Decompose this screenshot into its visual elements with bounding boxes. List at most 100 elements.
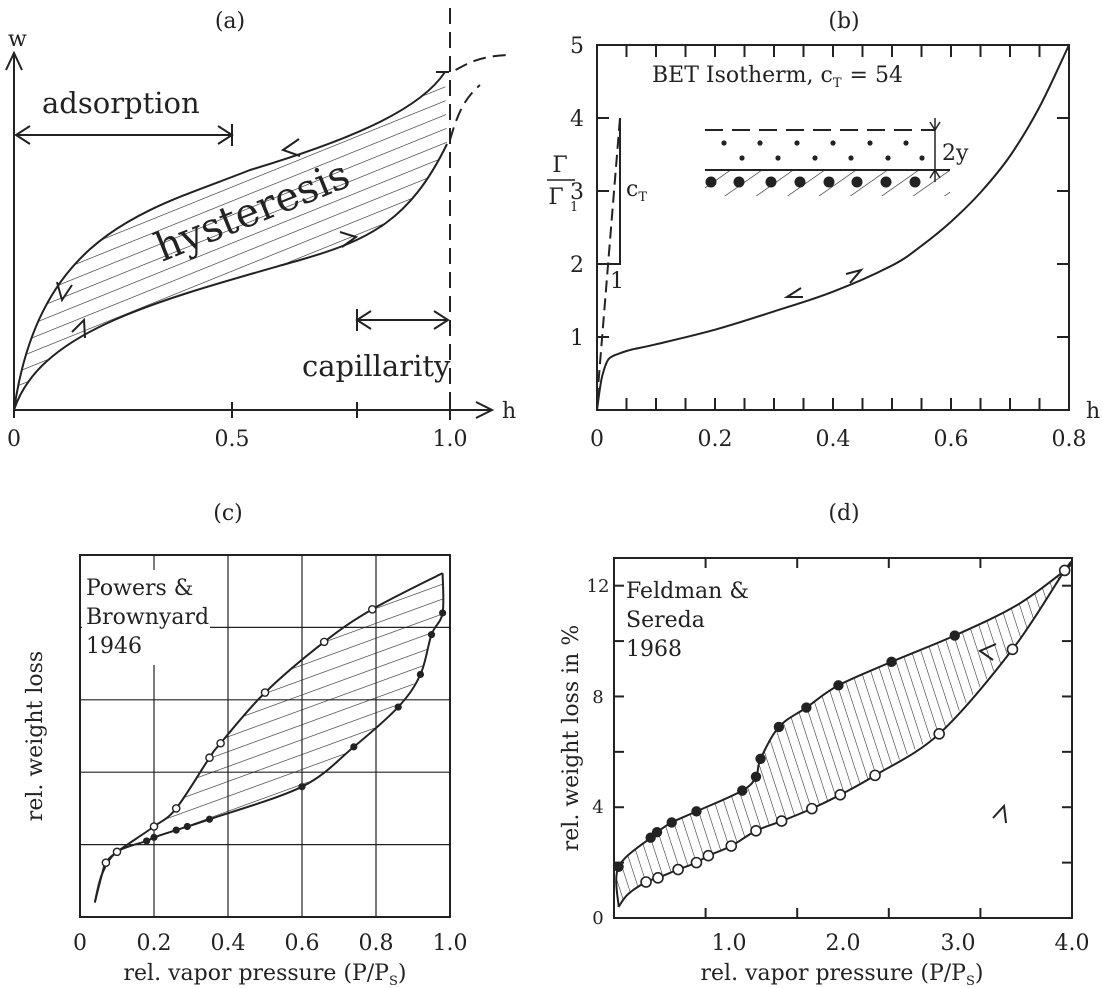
panel-d-y-tick-labels: 0 4 8 12 bbox=[587, 576, 610, 929]
panel-d-xtick-label-2: 2.0 bbox=[826, 931, 861, 956]
panel-b-small-dot bbox=[757, 140, 763, 146]
panel-b-y-label-num: Γ bbox=[552, 153, 567, 178]
panel-d-filled-point bbox=[613, 861, 624, 872]
panel-b-arrow-right bbox=[845, 268, 864, 284]
panel-a-capillarity-range-arrow bbox=[355, 309, 450, 331]
panel-d-filled-point bbox=[755, 753, 766, 764]
panel-d-open-point bbox=[834, 788, 847, 801]
panel-b-large-dot bbox=[794, 176, 806, 188]
panel-c-hysteresis-region bbox=[94, 573, 443, 903]
panel-d-open-point bbox=[690, 856, 703, 869]
panel-a-desorption-curve bbox=[13, 71, 446, 411]
panel-d-ytick-label-8: 8 bbox=[592, 687, 603, 708]
panel-a-tick-label-0: 0 bbox=[7, 427, 21, 452]
panel-d-ytick-label-0: 0 bbox=[592, 908, 603, 929]
panel-c-filled-point bbox=[172, 826, 180, 834]
panel-d-open-point bbox=[806, 802, 818, 815]
panel-d-open-point bbox=[702, 849, 715, 862]
panel-c-x-tick-labels: 0 0.2 0.4 0.6 0.8 1.0 bbox=[73, 931, 468, 956]
panel-b-small-dot bbox=[919, 155, 925, 161]
panel-c-y-axis-label: rel. weight loss bbox=[23, 651, 48, 821]
panel-d-open-point bbox=[1058, 564, 1071, 577]
panel-b: (b) 0 0.2 0.4 0.6 0.8 1 2 3 4 5 h Γ Γ 1 … bbox=[547, 9, 1100, 452]
panel-c-filled-point bbox=[394, 703, 402, 711]
panel-c-filled-point bbox=[183, 822, 191, 831]
panel-d-open-point bbox=[725, 840, 738, 852]
panel-b-large-dot bbox=[705, 176, 717, 188]
panel-b-slope-triangle bbox=[608, 118, 621, 265]
panel-b-ytick-label-2: 2 bbox=[570, 253, 584, 278]
panel-b-frame bbox=[596, 44, 1070, 411]
panel-d-xtick-label-4: 4.0 bbox=[1055, 931, 1090, 956]
panel-b-small-dot bbox=[721, 140, 727, 146]
panel-c-xtick-label-0: 0 bbox=[73, 931, 87, 956]
panel-b-label: (b) bbox=[828, 9, 859, 34]
panel-d-ytick-label-12: 12 bbox=[587, 576, 610, 597]
panel-c-xtick-label-1: 1.0 bbox=[433, 931, 468, 956]
panel-b-ytick-label-3: 3 bbox=[570, 180, 584, 205]
panel-c-open-point bbox=[205, 753, 214, 763]
panel-c-xtick-label-04: 0.4 bbox=[211, 931, 246, 956]
panel-d-open-point bbox=[750, 824, 762, 837]
panel-c-filled-point bbox=[416, 670, 424, 679]
panel-d-filled-point bbox=[886, 656, 897, 668]
panel-c-label: (c) bbox=[213, 501, 243, 526]
panel-c-filled-point bbox=[205, 815, 214, 823]
panel-a: (a) w h 0 0.5 1.0 adsorption hy bbox=[5, 8, 516, 452]
panel-c-open-point bbox=[149, 822, 159, 831]
panel-c-open-point bbox=[260, 688, 270, 697]
panel-d-x-tick-labels: 1.0 2.0 3.0 4.0 bbox=[712, 931, 1090, 956]
panel-d-open-point bbox=[672, 863, 684, 876]
panel-a-y-axis-label: w bbox=[8, 27, 27, 52]
panel-c-filled-point bbox=[350, 743, 358, 751]
panel-d-x-axis-label: rel. vapor pressure (P/PS) bbox=[701, 961, 984, 988]
panel-d-open-point bbox=[775, 815, 788, 827]
panel-c-annotation-bg bbox=[82, 570, 210, 665]
panel-a-y-arrow bbox=[5, 50, 23, 71]
panel-b-large-dot bbox=[823, 176, 835, 188]
panel-b-small-dot bbox=[775, 155, 781, 161]
panel-c-xtick-label-06: 0.6 bbox=[285, 931, 320, 956]
panel-b-layer-schematic bbox=[705, 118, 950, 196]
panel-c-open-point bbox=[216, 738, 225, 748]
panel-d-ytick-label-4: 4 bbox=[592, 797, 603, 818]
panel-b-ticks bbox=[597, 45, 1069, 410]
panel-d-xtick-label-1: 1.0 bbox=[712, 931, 747, 956]
panel-c-annotation: Powers & Brownyard 1946 bbox=[86, 576, 216, 659]
panel-a-tick-label-05: 0.5 bbox=[215, 427, 250, 452]
panel-b-ytick-label-5: 5 bbox=[570, 34, 584, 59]
panel-b-y-label-den: Γ bbox=[548, 185, 563, 210]
panel-b-large-dot bbox=[909, 176, 921, 188]
panel-d-filled-point bbox=[949, 630, 960, 641]
panel-d-arrow-adsorption bbox=[992, 803, 1007, 824]
panel-d-filled-point bbox=[737, 785, 748, 796]
panel-a-arrow-adsorption-low bbox=[71, 317, 86, 339]
panel-b-large-dot bbox=[851, 176, 863, 188]
panel-d-arrow-desorption bbox=[977, 643, 997, 661]
panel-d-hysteresis-region bbox=[616, 562, 1072, 907]
panel-d-data-points bbox=[613, 564, 1071, 888]
panel-a-lower-dashed-curve bbox=[449, 84, 481, 141]
panel-b-large-dot bbox=[733, 176, 745, 188]
panel-a-hysteresis-region bbox=[14, 72, 447, 410]
panel-b-small-dot bbox=[867, 140, 873, 146]
panel-c-xtick-label-08: 0.8 bbox=[359, 931, 394, 956]
panel-c-filled-point bbox=[143, 837, 151, 845]
panel-b-schematic-small-dots bbox=[721, 140, 925, 161]
panel-c-filled-point bbox=[298, 783, 306, 791]
panel-b-small-dot bbox=[830, 140, 836, 146]
panel-c-x-axis-label: rel. vapor pressure (P/PS) bbox=[124, 961, 407, 988]
panel-d-filled-point bbox=[651, 826, 663, 838]
panel-b-arrow-left bbox=[783, 287, 803, 298]
panel-d-open-point bbox=[640, 876, 652, 888]
panel-b-y-label-den-sub: 1 bbox=[570, 200, 578, 215]
panel-d-open-point bbox=[1006, 643, 1019, 656]
panel-b-ytick-label-4: 4 bbox=[570, 107, 584, 132]
panel-a-upper-dashed-curve bbox=[436, 54, 511, 73]
panel-c-filled-point bbox=[427, 631, 436, 639]
panel-a-label: (a) bbox=[215, 9, 245, 34]
panel-c: (c) Powers & Brownyard 1946 0 0.2 0.4 0.… bbox=[23, 501, 468, 988]
panel-b-small-dot bbox=[794, 140, 800, 146]
panel-b-ytick-label-1: 1 bbox=[570, 326, 584, 351]
